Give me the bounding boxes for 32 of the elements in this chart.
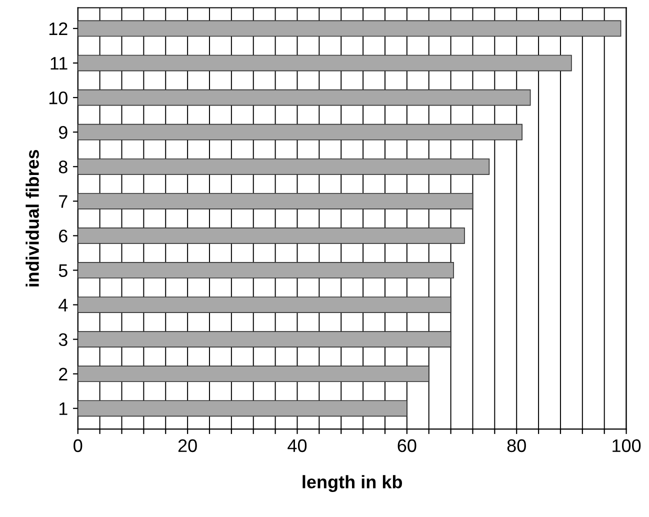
y-tick-label: 6 — [59, 230, 68, 242]
y-tick-label: 7 — [59, 195, 68, 208]
y-tick-label: 4 — [58, 298, 68, 312]
bar — [78, 158, 490, 175]
bar — [78, 296, 452, 313]
bar — [78, 54, 572, 72]
x-tick-label: 60 — [398, 439, 416, 452]
y-tick-label: 10 — [49, 91, 68, 104]
y-tick-label: 11 — [50, 57, 68, 70]
y-axis-title: individual fibres — [26, 150, 39, 286]
x-tick-label: 20 — [178, 439, 197, 452]
bar — [78, 20, 622, 37]
y-tick-label: 8 — [58, 160, 68, 174]
bar — [78, 366, 430, 382]
y-tick-label: 2 — [59, 368, 68, 380]
bar — [78, 192, 474, 210]
bar — [78, 124, 523, 140]
y-tick-label: 5 — [58, 264, 68, 277]
y-tick-label: 3 — [58, 333, 68, 346]
bar — [78, 262, 454, 278]
bar — [78, 331, 452, 348]
y-tick-label: 12 — [49, 22, 68, 36]
x-tick-label: 80 — [507, 439, 526, 452]
bar — [78, 89, 531, 106]
x-tick-label: 100 — [612, 439, 641, 452]
y-tick-label: 1 — [59, 402, 68, 415]
x-tick-label: 0 — [74, 439, 82, 452]
y-tick-label: 9 — [58, 126, 68, 139]
x-axis-title: length in kb — [302, 475, 402, 492]
bar — [78, 228, 465, 244]
x-tick-label: 40 — [288, 439, 307, 452]
bar — [78, 400, 408, 417]
